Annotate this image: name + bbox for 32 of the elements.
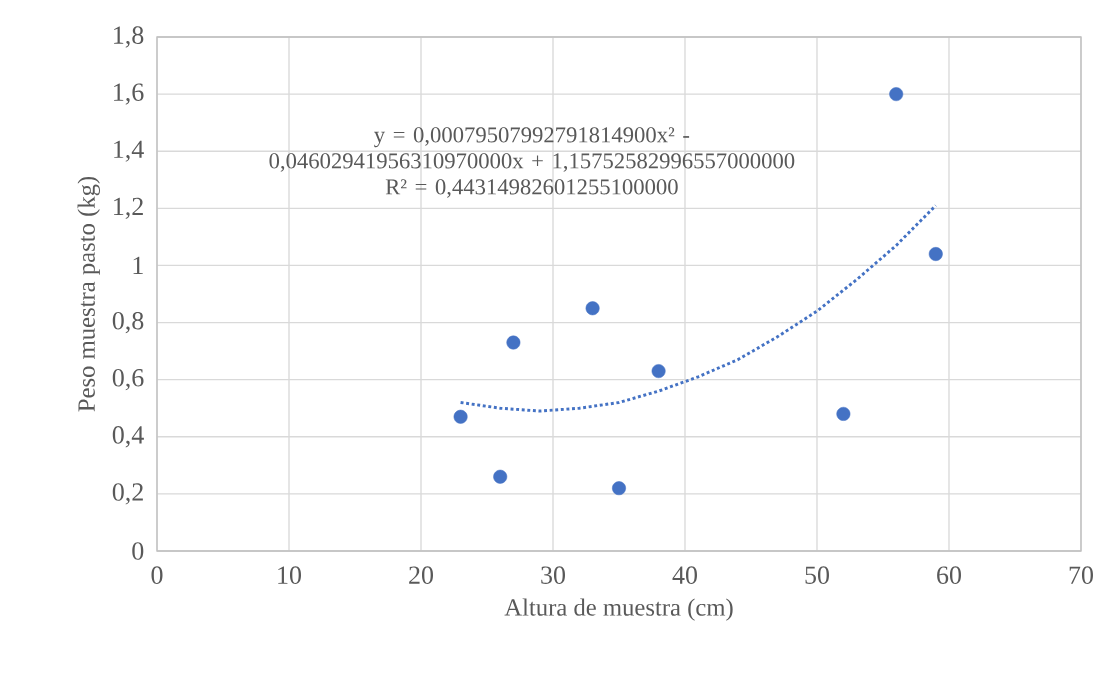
x-tick-label: 40: [672, 566, 697, 584]
y-tick-label: 0,8: [112, 311, 144, 334]
x-tick-label: 60: [937, 566, 961, 584]
point: [889, 87, 904, 102]
point: [928, 247, 943, 261]
y-tick-label: 1,6: [114, 83, 144, 105]
x-tick-label: 20: [409, 566, 433, 584]
x-tick-label: 50: [805, 566, 829, 584]
x-axis-title: Altura de muestra (cm): [504, 598, 733, 621]
y-tick-label: 0,4: [112, 426, 144, 448]
point: [453, 409, 468, 424]
y-tick-label: 1,2: [114, 197, 143, 219]
point: [493, 469, 508, 484]
x-tick-label: 0: [151, 566, 163, 584]
y-tick-label: 0: [132, 542, 144, 560]
x-tick-label: 30: [541, 566, 565, 584]
x-tick-label: 70: [1069, 566, 1093, 584]
y-tick-label: 1,4: [114, 140, 144, 162]
y-tick-label: 1,8: [114, 26, 144, 48]
point: [585, 301, 600, 316]
point: [506, 335, 521, 350]
y-tick-label: 1: [133, 256, 143, 275]
x-tick-label: 10: [278, 566, 302, 584]
point: [651, 364, 666, 379]
point: [612, 481, 626, 496]
y-tick-label: 0,2: [112, 483, 143, 505]
y-axis-title: Peso muestra pasto (kg): [77, 176, 100, 412]
annotation: y = 0,00079507992791814900x² - 0,04602941956310970000x + 1,15752582996557000000: [269, 127, 795, 172]
annotation: R² = 0,44314982601255100000: [385, 179, 678, 198]
point: [836, 406, 851, 421]
line-series: [459, 204, 938, 413]
y-tick-label: 0,6: [112, 369, 144, 391]
